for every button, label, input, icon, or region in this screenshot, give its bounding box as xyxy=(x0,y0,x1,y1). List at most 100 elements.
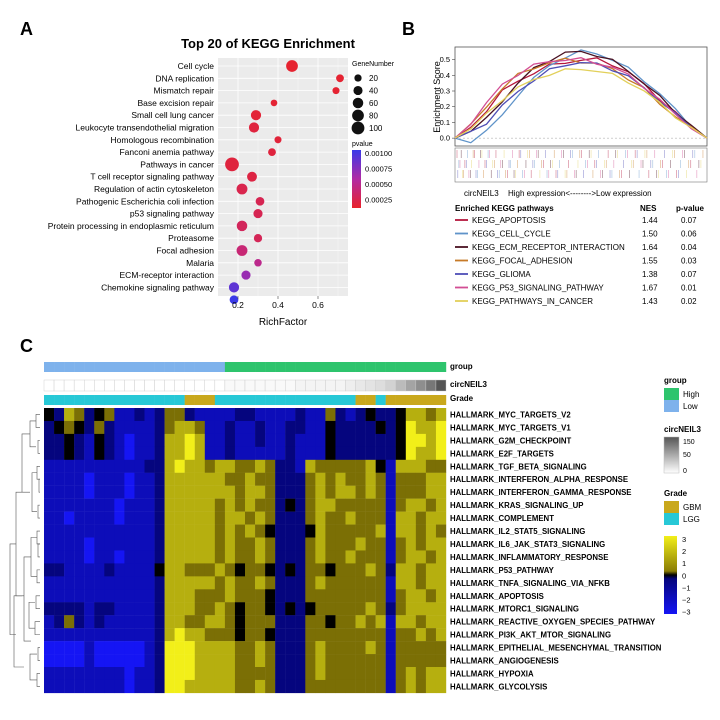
heatmap-cell xyxy=(435,537,447,551)
heatmap-cell xyxy=(295,408,306,422)
heatmap-cell xyxy=(104,537,115,551)
heatmap-cell xyxy=(154,511,165,525)
heatmap-cell xyxy=(194,524,205,538)
heatmap-cell xyxy=(234,537,246,551)
heatmap-cell xyxy=(325,433,336,448)
heatmap-row-label: HALLMARK_E2F_TARGETS xyxy=(450,449,554,458)
heatmap-cell xyxy=(234,550,246,564)
heatmap-cell xyxy=(375,654,386,668)
heatmap-cell xyxy=(245,408,256,422)
heatmap-cell xyxy=(104,524,115,538)
heatmap-cell xyxy=(124,589,135,603)
heatmap-cell xyxy=(84,537,95,551)
heatmap-cell xyxy=(335,589,346,603)
heatmap-cell xyxy=(174,550,185,564)
dotplot-point xyxy=(253,209,263,219)
heatmap-cell xyxy=(74,679,85,694)
grade-annotation-cell xyxy=(275,395,286,405)
heatmap-cell xyxy=(245,654,256,668)
heatmap-cell xyxy=(44,602,55,616)
heatmap-cell xyxy=(255,485,266,499)
circneil3-annotation-cell xyxy=(214,379,226,392)
heatmap-cell xyxy=(305,550,316,564)
size-legend-dot xyxy=(353,85,363,96)
heatmap-row-label: HALLMARK_INTERFERON_GAMMA_RESPONSE xyxy=(450,488,632,497)
heatmap-cell xyxy=(134,498,145,512)
heatmap-colorbar-tick-label: 0 xyxy=(682,571,686,580)
legend-circ-tick-50: 50 xyxy=(683,452,691,459)
heatmap-cell xyxy=(395,420,406,435)
heatmap-cell xyxy=(174,498,185,512)
heatmap-cell xyxy=(114,641,125,655)
heatmap-cell xyxy=(425,641,437,655)
legend-group-low-swatch xyxy=(664,400,679,412)
heatmap-cell xyxy=(275,563,286,577)
heatmap-cell xyxy=(405,446,417,460)
heatmap-cell xyxy=(335,498,346,512)
heatmap-cell xyxy=(315,459,326,473)
heatmap-cell xyxy=(385,550,396,564)
heatmap-cell xyxy=(425,679,437,694)
group-annotation-cell xyxy=(275,362,286,372)
heatmap-cell xyxy=(134,654,145,668)
heatmap-cell xyxy=(415,589,427,603)
grade-annotation-cell xyxy=(204,395,216,405)
heatmap-cell xyxy=(295,420,306,435)
heatmap-cell xyxy=(214,576,226,590)
heatmap-cell xyxy=(184,667,195,681)
heatmap-cell xyxy=(415,511,427,525)
heatmap-cell xyxy=(144,667,155,681)
heatmap-cell xyxy=(164,628,175,642)
circneil3-annotation-cell xyxy=(144,379,155,392)
heatmap-cell xyxy=(265,433,276,448)
grade-annotation-cell xyxy=(315,395,326,405)
heatmap-row-label: HALLMARK_HYPOXIA xyxy=(450,669,534,678)
heatmap-cell xyxy=(355,576,366,590)
heatmap-cell xyxy=(54,654,65,668)
heatmap-cell xyxy=(54,420,65,435)
heatmap-cell xyxy=(375,408,386,422)
heatmap-cell xyxy=(285,641,296,655)
heatmap-cell xyxy=(94,472,105,486)
heatmap-cell xyxy=(335,679,346,694)
pvalue-legend-label: 0.00025 xyxy=(365,196,392,205)
hallmark-heatmap: group circNEIL3 Grade HALLMARK_MYC_TARGE… xyxy=(9,362,702,694)
heatmap-cell xyxy=(44,459,55,473)
heatmap-cell xyxy=(164,524,175,538)
heatmap-cell xyxy=(44,576,55,590)
heatmap-cell xyxy=(104,472,115,486)
heatmap-cell xyxy=(144,498,155,512)
heatmap-cell xyxy=(295,524,306,538)
heatmap-cell xyxy=(265,485,276,499)
heatmap-cell xyxy=(415,576,427,590)
dendrogram-branch xyxy=(21,433,30,493)
heatmap-cell xyxy=(415,628,427,642)
row-dendrogram xyxy=(9,414,40,687)
heatmap-cell xyxy=(84,602,95,616)
heatmap-cell xyxy=(275,576,286,590)
dotplot-category-label: Cell cycle xyxy=(178,61,215,71)
heatmap-cell xyxy=(174,641,185,655)
heatmap-cell xyxy=(435,459,447,473)
heatmap-cell xyxy=(54,679,65,694)
es-y-tick-label: 0.5 xyxy=(440,55,450,64)
heatmap-cell xyxy=(134,576,145,590)
heatmap-cell xyxy=(164,485,175,499)
grade-annotation-cell xyxy=(435,395,447,405)
heatmap-row-label: HALLMARK_INFLAMMATORY_RESPONSE xyxy=(450,553,608,562)
gsea-pvalue: 0.06 xyxy=(681,230,697,239)
heatmap-cell xyxy=(335,524,346,538)
dotplot-point xyxy=(241,270,251,280)
heatmap-cell xyxy=(224,524,236,538)
heatmap-cell xyxy=(164,615,175,629)
heatmap-cell xyxy=(194,511,205,525)
heatmap-cell xyxy=(54,628,65,642)
heatmap-cell xyxy=(325,420,336,435)
heatmap-cell xyxy=(114,654,125,668)
heatmap-cell xyxy=(124,433,135,448)
heatmap-cell xyxy=(245,446,256,460)
heatmap-cell xyxy=(275,459,286,473)
heatmap-cell xyxy=(295,628,306,642)
size-legend-label: 100 xyxy=(369,124,383,133)
heatmap-cell xyxy=(44,654,55,668)
